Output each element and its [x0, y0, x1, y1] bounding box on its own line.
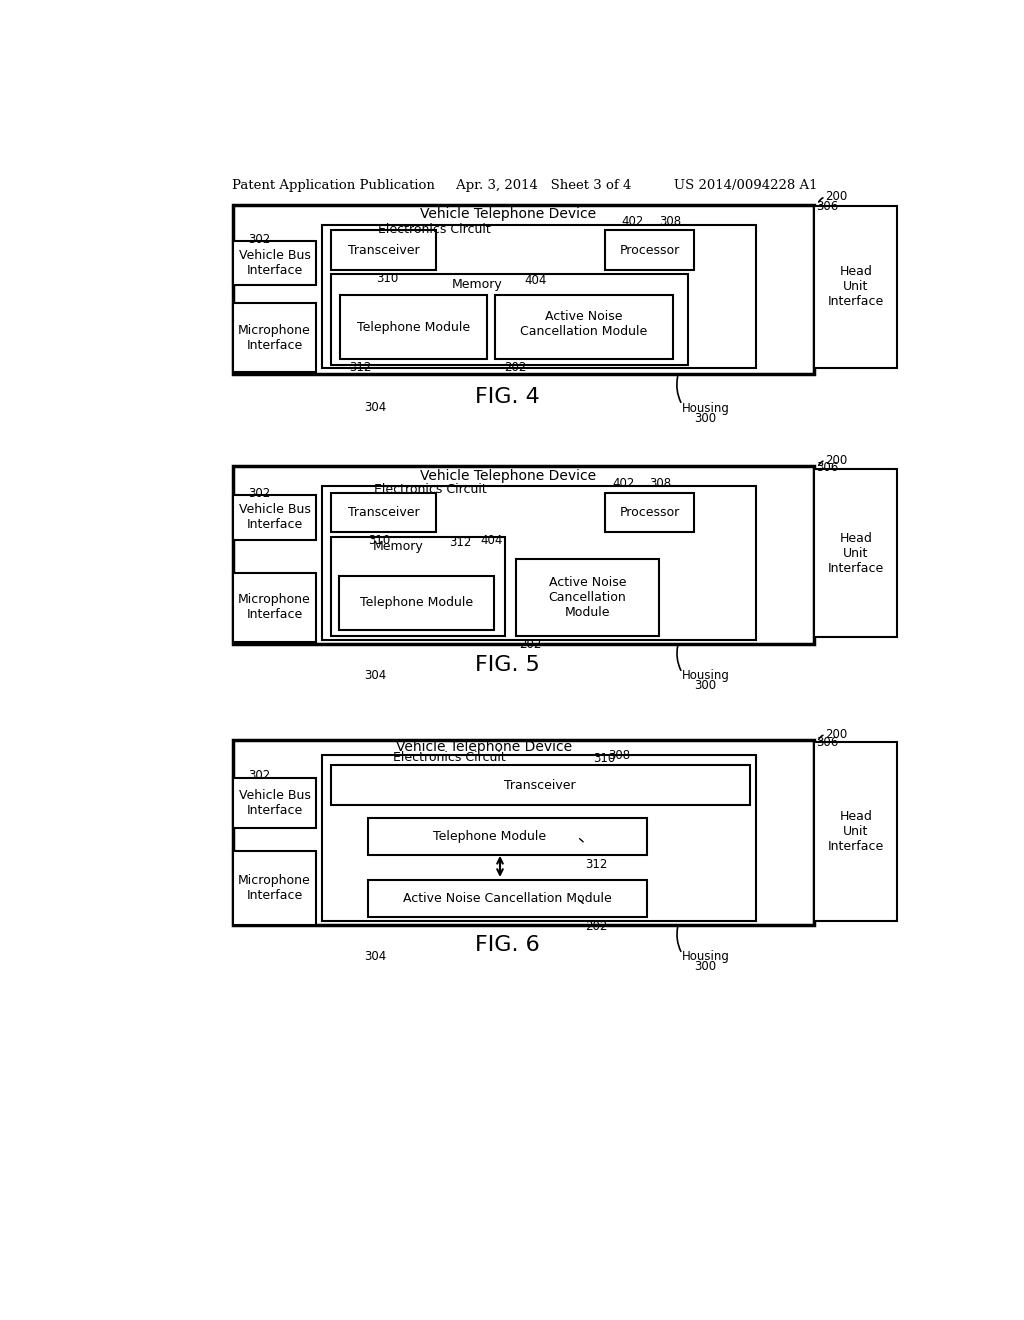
Text: Electronics Circuit: Electronics Circuit	[378, 223, 490, 236]
Text: Active Noise
Cancellation
Module: Active Noise Cancellation Module	[549, 576, 627, 619]
Bar	[331, 537, 506, 636]
Text: Telephone Module: Telephone Module	[359, 597, 473, 610]
Bar	[814, 470, 897, 638]
Bar	[232, 240, 315, 285]
Bar	[515, 558, 658, 636]
Text: Microphone
Interface: Microphone Interface	[239, 593, 311, 622]
Text: Transceiver: Transceiver	[505, 779, 577, 792]
Text: FIG. 6: FIG. 6	[475, 936, 540, 956]
Text: Transceiver: Transceiver	[348, 506, 420, 519]
Bar	[232, 739, 814, 924]
Text: 404: 404	[524, 275, 547, 286]
Text: Electronics Circuit: Electronics Circuit	[374, 483, 486, 496]
Text: Telephone Module: Telephone Module	[356, 321, 470, 334]
Text: 300: 300	[693, 412, 716, 425]
Text: Memory: Memory	[452, 277, 502, 290]
Text: Vehicle Bus
Interface: Vehicle Bus Interface	[239, 503, 310, 531]
Text: 310: 310	[369, 535, 390, 548]
Bar	[369, 880, 647, 917]
Bar	[232, 205, 814, 374]
Bar	[331, 766, 750, 805]
Text: Microphone
Interface: Microphone Interface	[239, 874, 311, 903]
Bar	[232, 466, 814, 644]
Text: Active Noise Cancellation Module: Active Noise Cancellation Module	[403, 892, 612, 906]
Bar	[232, 495, 315, 540]
Text: 404: 404	[480, 535, 503, 548]
Bar	[339, 576, 494, 630]
Text: 302: 302	[248, 487, 270, 500]
Text: Vehicle Bus
Interface: Vehicle Bus Interface	[239, 249, 310, 277]
Bar	[232, 304, 315, 372]
Text: 304: 304	[365, 669, 387, 682]
Text: 202: 202	[519, 638, 542, 651]
Bar	[495, 296, 673, 359]
Bar	[814, 206, 897, 368]
Text: 304: 304	[365, 401, 387, 414]
Text: FIG. 5: FIG. 5	[475, 655, 541, 675]
Text: Housing: Housing	[682, 950, 730, 964]
Bar	[814, 742, 897, 921]
Bar	[369, 818, 647, 855]
Text: Transceiver: Transceiver	[348, 243, 420, 256]
Text: 310: 310	[593, 752, 615, 766]
Bar	[331, 275, 687, 364]
Text: Vehicle Telephone Device: Vehicle Telephone Device	[420, 207, 596, 220]
Text: Processor: Processor	[620, 506, 680, 519]
Text: 312: 312	[586, 858, 607, 871]
Bar	[232, 779, 315, 829]
Text: 312: 312	[450, 536, 472, 549]
Text: 402: 402	[612, 477, 635, 490]
Bar	[322, 226, 756, 368]
Text: 306: 306	[816, 199, 839, 213]
Text: 302: 302	[248, 232, 270, 246]
Text: Vehicle Bus
Interface: Vehicle Bus Interface	[239, 789, 310, 817]
Text: Head
Unit
Interface: Head Unit Interface	[827, 265, 884, 309]
Bar	[322, 486, 756, 640]
Bar	[232, 851, 315, 924]
Text: FIG. 4: FIG. 4	[475, 387, 540, 407]
Text: 308: 308	[658, 215, 681, 228]
Text: Vehicle Telephone Device: Vehicle Telephone Device	[396, 741, 572, 755]
Text: 308: 308	[608, 748, 631, 762]
Text: 202: 202	[504, 360, 526, 374]
Bar	[604, 230, 693, 271]
Text: 202: 202	[586, 920, 607, 933]
Text: 308: 308	[649, 477, 671, 490]
Text: 312: 312	[349, 360, 372, 374]
Text: Processor: Processor	[620, 243, 680, 256]
Text: Head
Unit
Interface: Head Unit Interface	[827, 810, 884, 853]
Text: 304: 304	[365, 950, 387, 964]
Text: 306: 306	[816, 735, 839, 748]
Text: 200: 200	[825, 190, 848, 203]
Text: 302: 302	[248, 770, 270, 783]
Text: Microphone
Interface: Microphone Interface	[239, 323, 311, 352]
Text: Vehicle Telephone Device: Vehicle Telephone Device	[420, 469, 596, 483]
Text: Head
Unit
Interface: Head Unit Interface	[827, 532, 884, 576]
Bar	[331, 494, 435, 532]
Bar	[331, 230, 435, 271]
Text: Patent Application Publication     Apr. 3, 2014   Sheet 3 of 4          US 2014/: Patent Application Publication Apr. 3, 2…	[232, 178, 817, 191]
Text: Housing: Housing	[682, 403, 730, 416]
Text: 200: 200	[825, 454, 848, 467]
Text: Electronics Circuit: Electronics Circuit	[393, 751, 506, 764]
Text: Memory: Memory	[373, 540, 423, 553]
Text: 402: 402	[621, 215, 643, 228]
Text: Housing: Housing	[682, 669, 730, 682]
Text: 200: 200	[825, 727, 848, 741]
Text: 300: 300	[693, 680, 716, 693]
Text: 306: 306	[816, 462, 839, 474]
Bar	[340, 296, 486, 359]
Text: Active Noise
Cancellation Module: Active Noise Cancellation Module	[520, 310, 647, 338]
Bar	[322, 755, 756, 921]
Bar	[232, 573, 315, 642]
Text: 310: 310	[376, 272, 398, 285]
Text: 300: 300	[693, 961, 716, 973]
Bar	[604, 494, 693, 532]
Text: Telephone Module: Telephone Module	[432, 830, 546, 843]
